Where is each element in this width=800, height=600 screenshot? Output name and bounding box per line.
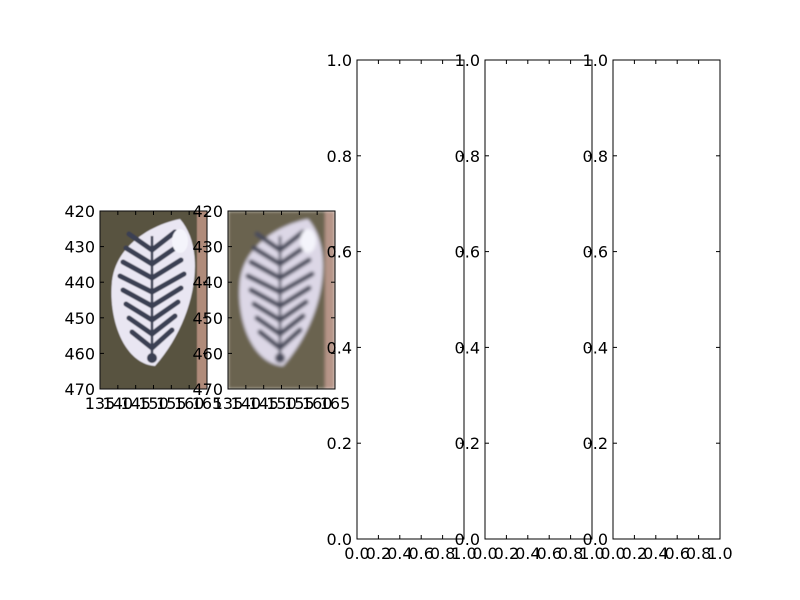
subplot-3: 0.00.20.40.60.81.00.00.20.40.60.81.0 bbox=[327, 51, 477, 563]
y-tick-label: 1.0 bbox=[583, 51, 608, 70]
leaf-highlight bbox=[300, 229, 316, 253]
axes-frame bbox=[612, 59, 721, 540]
image-panel bbox=[228, 211, 335, 389]
x-tick-label: 0.6 bbox=[536, 544, 561, 563]
x-tick-label: 0.0 bbox=[600, 544, 625, 563]
x-tick-label: 0.2 bbox=[366, 544, 391, 563]
y-tick-label: 0.6 bbox=[583, 243, 608, 262]
leaf-knob bbox=[275, 353, 285, 363]
y-tick-label: 0.8 bbox=[455, 147, 480, 166]
subplot-4: 0.00.20.40.60.81.00.00.20.40.60.81.0 bbox=[455, 51, 605, 563]
leaf-knob bbox=[147, 353, 157, 363]
x-tick-label: 0.8 bbox=[686, 544, 711, 563]
y-tick-label: 460 bbox=[192, 344, 223, 363]
x-tick-label: 0.4 bbox=[387, 544, 412, 563]
x-tick-label: 1.0 bbox=[579, 544, 604, 563]
y-tick-label: 440 bbox=[64, 273, 95, 292]
y-tick-label: 0.0 bbox=[327, 530, 352, 549]
x-tick-label: 165 bbox=[320, 394, 351, 413]
x-tick-label: 0.8 bbox=[558, 544, 583, 563]
x-tick-label: 150 bbox=[138, 394, 169, 413]
x-tick-label: 145 bbox=[248, 394, 279, 413]
x-tick-label: 0.8 bbox=[430, 544, 455, 563]
x-tick-label: 1.0 bbox=[451, 544, 476, 563]
y-tick-label: 420 bbox=[64, 202, 95, 221]
x-tick-label: 0.0 bbox=[344, 544, 369, 563]
image-clip bbox=[228, 211, 335, 389]
y-tick-label: 0.4 bbox=[583, 338, 608, 357]
x-tick-label: 140 bbox=[103, 394, 134, 413]
photo-edge-tint bbox=[197, 211, 207, 389]
y-tick-label: 0.0 bbox=[583, 530, 608, 549]
x-tick-label: 0.2 bbox=[622, 544, 647, 563]
y-tick-label: 0.6 bbox=[455, 243, 480, 262]
y-tick-label: 0.4 bbox=[327, 338, 352, 357]
y-tick-label: 450 bbox=[64, 309, 95, 328]
y-tick-label: 450 bbox=[192, 309, 223, 328]
y-tick-label: 460 bbox=[64, 344, 95, 363]
x-tick-label: 140 bbox=[231, 394, 262, 413]
x-tick-label: 155 bbox=[284, 394, 315, 413]
y-tick-label: 440 bbox=[192, 273, 223, 292]
y-tick-label: 420 bbox=[192, 202, 223, 221]
y-tick-label: 470 bbox=[64, 380, 95, 399]
subplot-5: 0.00.20.40.60.81.00.00.20.40.60.81.0 bbox=[583, 51, 733, 563]
axes-frame bbox=[484, 59, 593, 540]
x-tick-label: 145 bbox=[120, 394, 151, 413]
axes-frame bbox=[356, 59, 465, 540]
image-panel bbox=[100, 211, 207, 389]
y-tick-label: 0.2 bbox=[455, 434, 480, 453]
y-tick-label: 430 bbox=[192, 238, 223, 257]
y-tick-label: 1.0 bbox=[455, 51, 480, 70]
leaf-highlight bbox=[172, 229, 188, 253]
x-tick-label: 150 bbox=[266, 394, 297, 413]
x-tick-label: 160 bbox=[302, 394, 333, 413]
y-tick-label: 0.8 bbox=[583, 147, 608, 166]
x-tick-label: 155 bbox=[156, 394, 187, 413]
y-tick-label: 0.0 bbox=[455, 530, 480, 549]
photo-edge-tint bbox=[325, 211, 335, 389]
x-tick-label: 135 bbox=[213, 394, 244, 413]
y-tick-label: 0.4 bbox=[455, 338, 480, 357]
x-tick-label: 160 bbox=[174, 394, 205, 413]
y-tick-label: 1.0 bbox=[327, 51, 352, 70]
x-tick-label: 165 bbox=[192, 394, 223, 413]
x-tick-label: 1.0 bbox=[707, 544, 732, 563]
x-tick-label: 135 bbox=[85, 394, 116, 413]
y-tick-label: 430 bbox=[64, 238, 95, 257]
y-tick-label: 0.6 bbox=[327, 243, 352, 262]
x-tick-label: 0.2 bbox=[494, 544, 519, 563]
x-tick-label: 0.6 bbox=[408, 544, 433, 563]
y-tick-label: 0.2 bbox=[583, 434, 608, 453]
x-tick-label: 0.6 bbox=[664, 544, 689, 563]
y-tick-label: 470 bbox=[192, 380, 223, 399]
y-tick-label: 0.8 bbox=[327, 147, 352, 166]
y-tick-label: 0.2 bbox=[327, 434, 352, 453]
x-tick-label: 0.4 bbox=[515, 544, 540, 563]
image-clip bbox=[100, 211, 207, 389]
x-tick-label: 0.4 bbox=[643, 544, 668, 563]
x-tick-label: 0.0 bbox=[472, 544, 497, 563]
